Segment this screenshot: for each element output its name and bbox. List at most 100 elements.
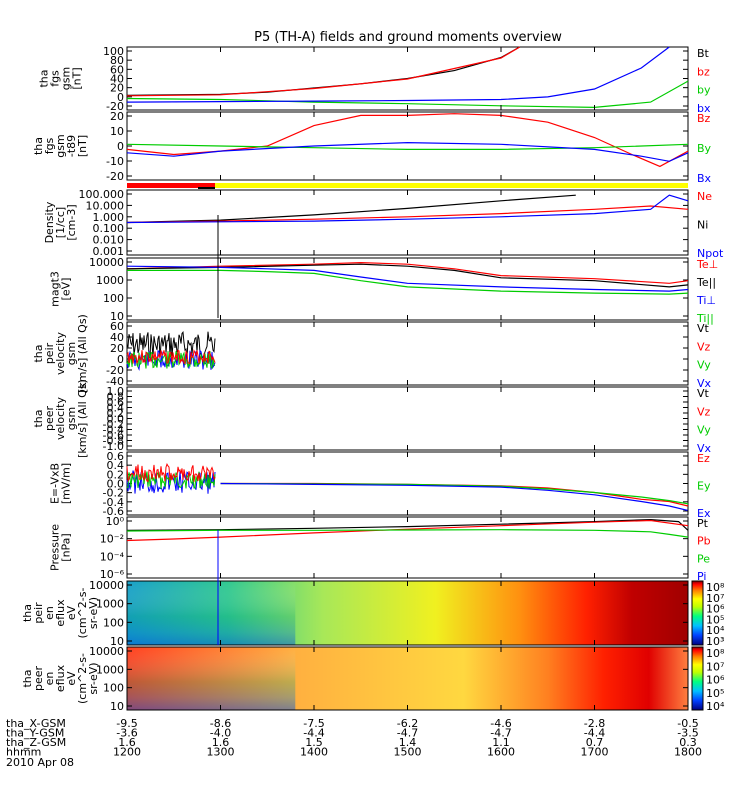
- y-tick-label: 0.6: [107, 450, 125, 463]
- legend-label: Ti||: [696, 312, 714, 325]
- y-tick-label: -10: [106, 155, 124, 168]
- series-temp-Ti-line: [126, 265, 689, 292]
- panel-frame: [126, 451, 689, 516]
- series-temp-Ti-line: [127, 269, 689, 295]
- y-axis-label: gsm: [65, 342, 78, 365]
- series-temp-Te-line: [126, 261, 689, 284]
- y-axis-label: Density: [43, 201, 56, 243]
- legend-label: Ni: [697, 219, 708, 232]
- legend-label: Vy: [697, 424, 711, 437]
- y-tick-label: -0.6: [103, 505, 124, 518]
- y-tick-label: 10⁻⁴: [100, 550, 125, 563]
- y-tick-label: 0.010: [93, 234, 125, 247]
- y-tick-label: -40: [106, 375, 124, 388]
- bottom-row-value: 1.5: [305, 736, 323, 749]
- series-e-ez: [126, 462, 216, 483]
- legend-label: Pb: [697, 535, 711, 548]
- bottom-row-value: -6.2: [397, 717, 418, 730]
- colorbar-tick-label: 10⁸: [706, 581, 725, 594]
- bottom-row-value: 0.7: [586, 736, 604, 749]
- y-axis-label: eV: [65, 605, 78, 620]
- series-density-Ne-line: [126, 205, 689, 224]
- y-tick-label: 0.001: [93, 245, 125, 258]
- y-axis-label: [nPa]: [60, 533, 73, 561]
- y-tick-label: 10: [110, 125, 124, 138]
- y-tick-label: 100: [103, 292, 124, 305]
- y-axis-label: gsm: [65, 407, 78, 430]
- y-axis-label: gsm: [54, 134, 67, 157]
- panels: 100806040200-20thafgsgsm[nT]Btbzbybx2010…: [21, 45, 725, 713]
- series-fgs-dsl-By-line: [126, 143, 689, 150]
- bottom-axis-table: tha_X-GSM -9.5 -8.6 -7.5 -6.2 -4.6 -2.8 -0.5 tha…: [6, 717, 702, 769]
- y-axis-label: [cm-3]: [65, 204, 78, 240]
- y-tick-label: 10000: [89, 256, 124, 269]
- legend-label: Npot: [697, 247, 724, 260]
- y-tick-label: 10⁻⁶: [100, 568, 125, 581]
- y-tick-label: -0.2: [103, 418, 124, 431]
- series-pressure-Pt-line: [126, 518, 689, 531]
- colorbar-tick-label: 10⁷: [706, 660, 724, 673]
- series-peir-vz: [126, 349, 216, 364]
- mode-bar-slow: [127, 183, 215, 188]
- series-fgs-gsm-bx-line: [126, 46, 670, 103]
- y-tick-label: 60: [110, 320, 124, 333]
- y-tick-label: 10: [110, 700, 124, 713]
- y-tick-label: 0.8: [107, 391, 125, 404]
- series-fgs-gsm-bz-line: [126, 46, 521, 97]
- y-tick-label: 1000: [96, 274, 124, 287]
- series-pressure-Pe-line: [126, 529, 689, 538]
- y-tick-label: 0: [117, 353, 124, 366]
- y-axis-label: tha: [32, 409, 45, 427]
- y-axis-label: [mV/m]: [60, 463, 73, 504]
- y-axis-label: [km/s] (All Qs): [76, 379, 89, 458]
- bottom-row-value: -4.7: [397, 727, 418, 740]
- legend-label: bz: [697, 65, 710, 78]
- y-tick-label: 1.000: [93, 211, 125, 224]
- legend-label: Vz: [697, 405, 711, 418]
- colorbar: [691, 646, 704, 711]
- bottom-row-value: -4.0: [210, 727, 231, 740]
- y-axis-label: tha: [21, 604, 34, 622]
- y-tick-label: 20: [110, 342, 124, 355]
- bottom-row-value: -2.8: [584, 717, 605, 730]
- legend-label: Vt: [697, 387, 710, 400]
- bottom-row-value: 1700: [581, 746, 609, 759]
- y-tick-label: 40: [110, 73, 124, 86]
- y-axis-label: magt3: [49, 271, 62, 307]
- legend-label: Vx: [697, 377, 712, 390]
- bottom-row-value: -9.5: [116, 717, 137, 730]
- bottom-row-value: 1600: [487, 746, 515, 759]
- y-tick-label: 80: [110, 54, 124, 67]
- legend-label: Pi: [697, 570, 706, 583]
- y-axis-label: [km/s] (All Qs): [76, 314, 89, 393]
- y-tick-label: 100.000: [79, 188, 125, 201]
- colorbar-tick-label: 10⁶: [706, 603, 725, 616]
- y-axis-label: [nT]: [76, 135, 89, 157]
- y-tick-label: 100: [103, 682, 124, 695]
- y-tick-label: 0.100: [93, 222, 125, 235]
- mode-bar-black: [198, 187, 215, 189]
- y-axis-label: (cm^2-s-: [76, 653, 89, 704]
- y-axis-label: sr-eV): [87, 597, 100, 629]
- y-axis-label: eflux: [54, 599, 67, 627]
- y-axis-label: eV: [65, 671, 78, 686]
- bottom-row-label: tha_Y-GSM: [6, 727, 64, 740]
- y-tick-label: 0.2: [107, 407, 125, 420]
- y-axis-label: tha: [21, 669, 34, 687]
- y-tick-label: 0.2: [107, 468, 125, 481]
- y-tick-label: 0.6: [107, 396, 125, 409]
- y-axis-label: peer: [32, 666, 45, 692]
- series-temp-Te-line: [126, 263, 689, 288]
- date-label: 2010 Apr 08: [6, 756, 74, 769]
- y-axis-label: velocity: [54, 397, 67, 440]
- legend-label: bx: [697, 102, 711, 115]
- series-pressure-Pb-line: [126, 519, 689, 542]
- y-tick-label: 0.0: [107, 413, 125, 426]
- y-axis-label: [eV]: [60, 278, 73, 301]
- bottom-row-label: hhmm: [6, 746, 41, 759]
- y-axis-label: gsm: [60, 67, 73, 90]
- bottom-row-label: tha_X-GSM: [6, 717, 66, 730]
- panel-peer-spec: 10000 1000 100 10 thapeerenefluxeV(cm^2-s-sr…: [21, 645, 725, 713]
